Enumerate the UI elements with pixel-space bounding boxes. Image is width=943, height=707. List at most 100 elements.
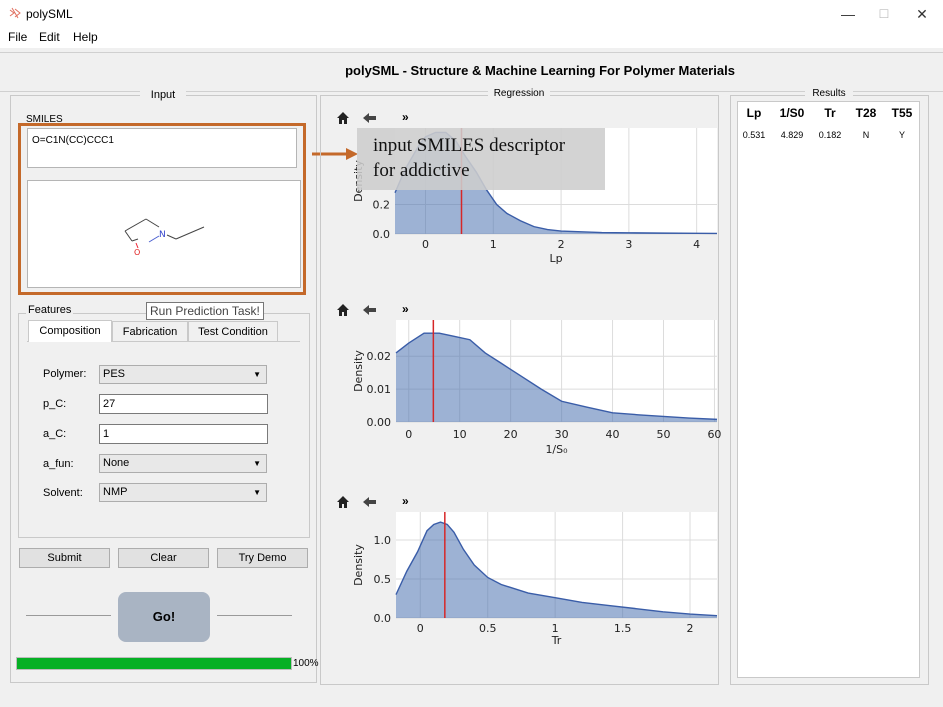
plot3-density-area <box>396 522 717 618</box>
plot3-y-tick-label: 0.5 <box>374 573 392 586</box>
features-label: Features <box>26 304 74 316</box>
plot1-x-tick-label: 1 <box>490 238 497 251</box>
plot1-more-button[interactable]: » <box>402 110 409 124</box>
maximize-button[interactable]: ☐ <box>878 7 890 21</box>
results-header-3: T28 <box>855 106 877 120</box>
progress-text: 100% <box>293 658 319 669</box>
plot2-y-tick-label: 0.01 <box>367 383 392 396</box>
plot2-x-tick-label: 60 <box>707 428 721 441</box>
regression-group-title: Regression <box>488 88 550 99</box>
home-icon[interactable] <box>337 304 349 316</box>
smiles-highlight-box <box>18 123 306 295</box>
tab-test-condition[interactable]: Test Condition <box>188 321 278 341</box>
afun-select[interactable]: None ▼ <box>99 454 267 473</box>
plot3-toolbar <box>335 494 425 513</box>
run-prediction-tooltip: Run Prediction Task! <box>146 302 264 320</box>
solvent-select[interactable]: NMP ▼ <box>99 483 267 502</box>
plot3-density-line <box>395 521 718 617</box>
solvent-value: NMP <box>103 486 128 498</box>
progress-fill <box>17 658 291 669</box>
annotation-arrow <box>312 148 358 160</box>
plot2-y-tick-label: 0.00 <box>367 416 392 429</box>
menu-bar <box>0 28 943 48</box>
home-icon[interactable] <box>337 496 349 508</box>
app-header <box>0 52 943 92</box>
plot2-x-axis-label: 1/S₀ <box>545 443 568 456</box>
plot1-x-tick-label: 2 <box>558 238 565 251</box>
results-cell-3: N <box>862 130 870 140</box>
clear-button[interactable]: Clear <box>118 548 209 568</box>
back-arrow-icon[interactable] <box>363 497 376 507</box>
back-arrow-icon[interactable] <box>363 113 376 123</box>
plot2-x-tick-label: 10 <box>453 428 467 441</box>
smiles-input[interactable]: O=C1N(CC)CCC1 <box>27 128 297 168</box>
pc-input[interactable]: 27 <box>99 394 268 414</box>
results-header-4: T55 <box>891 106 913 120</box>
input-group-title: Input <box>140 89 186 101</box>
plot1-y-tick-label: 0.2 <box>373 199 391 212</box>
molecule-structure: N O <box>124 218 205 257</box>
menu-help[interactable]: Help <box>73 30 98 44</box>
menu-edit[interactable]: Edit <box>39 30 60 44</box>
back-arrow-icon[interactable] <box>363 305 376 315</box>
plot3-x-tick-label: 1 <box>552 622 559 635</box>
plot2-y-tick-label: 0.02 <box>367 350 392 363</box>
progress-bar <box>16 657 292 670</box>
plot1-y-tick-label: 0.0 <box>373 228 391 241</box>
tab-composition[interactable]: Composition <box>28 320 112 342</box>
menu-file[interactable]: File <box>8 30 28 44</box>
plot3-y-tick-label: 1.0 <box>374 534 392 547</box>
results-cell-0: 0.531 <box>742 130 766 140</box>
plot1-x-tick-label: 3 <box>625 238 632 251</box>
annotation-line-1: input SMILES descriptor <box>373 135 566 156</box>
separator-left <box>26 615 111 616</box>
results-table <box>737 101 920 678</box>
atom-label-n: N <box>159 230 166 240</box>
try-demo-button[interactable]: Try Demo <box>217 548 308 568</box>
plot1-x-axis-label: Lp <box>549 252 562 265</box>
go-button[interactable]: Go! <box>118 592 210 642</box>
molecule-view: N O <box>27 180 301 288</box>
plot1-x-tick-label: 4 <box>693 238 700 251</box>
home-icon[interactable] <box>337 112 349 124</box>
results-cell-2: 0.182 <box>818 130 842 140</box>
plot2-density-area <box>396 333 717 422</box>
results-header-0: Lp <box>746 106 762 120</box>
plot1-density-area <box>395 132 717 234</box>
polymer-select[interactable]: PES ▼ <box>99 365 267 384</box>
plot2-x-tick-label: 30 <box>555 428 569 441</box>
plot2-more-button[interactable]: » <box>402 302 409 316</box>
plot3-more-button[interactable]: » <box>402 494 409 508</box>
plot2-density-line <box>395 332 718 421</box>
results-group-title: Results <box>805 88 853 99</box>
chevron-down-icon: ▼ <box>253 488 261 497</box>
polymer-label: Polymer: <box>43 368 87 380</box>
plot1-toolbar <box>335 110 425 129</box>
annotation-line-2: for addictive <box>373 160 470 181</box>
ac-label: a_C: <box>43 428 67 440</box>
app-logo-icon <box>9 7 21 22</box>
window-titlebar <box>0 0 943 28</box>
plot3-y-axis-label: Density <box>352 544 365 586</box>
minimize-button[interactable]: — <box>841 6 855 22</box>
plot3-x-axis-label: Tr <box>551 634 562 647</box>
submit-button[interactable]: Submit <box>19 548 110 568</box>
atom-label-o: O <box>134 248 140 257</box>
plot2-x-tick-label: 20 <box>504 428 518 441</box>
tab-fabrication[interactable]: Fabrication <box>112 321 188 341</box>
plot3-x-tick-label: 1.5 <box>614 622 632 635</box>
plot2-x-tick-label: 40 <box>606 428 620 441</box>
close-button[interactable]: ✕ <box>916 6 928 22</box>
smiles-label: SMILES <box>26 114 63 125</box>
plot2-toolbar <box>335 302 425 321</box>
separator-right <box>217 615 292 616</box>
ac-input[interactable]: 1 <box>99 424 268 444</box>
results-header-1: 1/S0 <box>779 106 805 120</box>
afun-label: a_fun: <box>43 458 74 470</box>
plot3-y-tick-label: 0.0 <box>374 612 392 625</box>
plot2-x-tick-label: 50 <box>657 428 671 441</box>
plot3-x-tick-label: 0.5 <box>479 622 497 635</box>
polymer-value: PES <box>103 368 126 380</box>
results-cell-4: Y <box>898 130 905 140</box>
plot1-x-tick-label: 0 <box>422 238 429 251</box>
